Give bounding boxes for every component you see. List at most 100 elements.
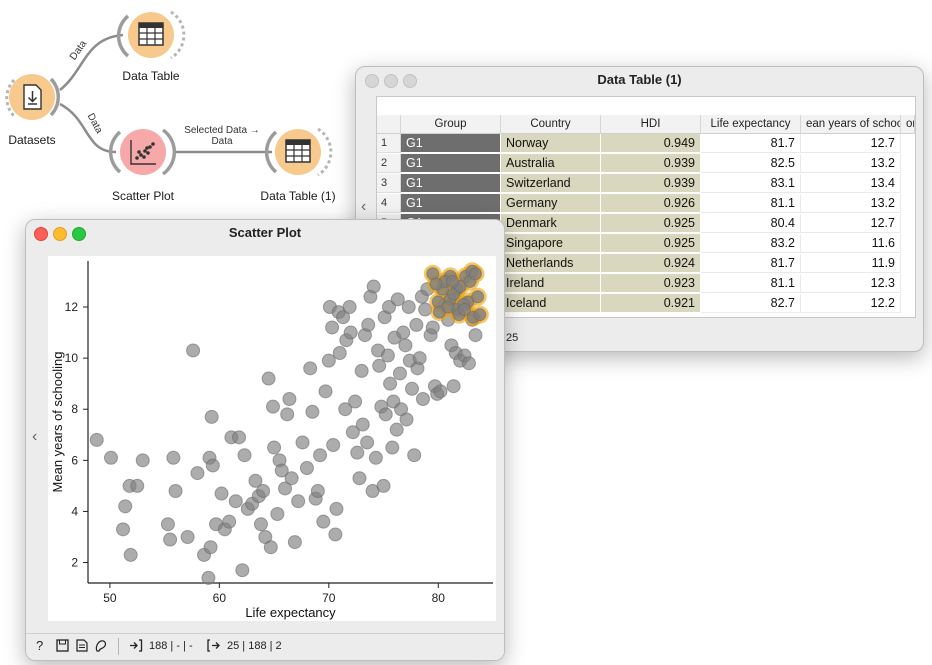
datasets-label[interactable]: Datasets [8,133,56,147]
data-point [316,514,331,529]
data-point [261,371,276,386]
data-point [291,494,306,509]
divider [118,638,119,655]
minimize-icon[interactable] [384,74,398,88]
data-point [412,351,427,366]
table-cell-hdi: 0.925 [601,214,701,233]
row-number[interactable]: 4 [377,194,401,213]
data-point [267,440,282,455]
data-table-view[interactable]: Group Country HDI Life expectancy ean years … [376,96,916,318]
zoom-icon[interactable] [72,227,86,241]
help-icon[interactable]: ? [36,638,44,653]
y-tick-label: 6 [71,453,78,467]
data-table-label[interactable]: Data Table [122,69,180,83]
scatter-plot-window[interactable]: Scatter Plot ‹ 50 60 70 80 2 4 6 8 10 12 Life expe… [25,219,505,661]
y-tick-label: 12 [65,300,79,314]
data-point [235,563,250,578]
table-cell-life: 80.4 [701,214,801,233]
selected-point [441,300,455,314]
data-point [468,328,483,343]
table-cell-life: 83.2 [701,234,801,253]
data-point [332,346,347,360]
table-cell-country: Iceland [501,294,601,313]
scatter-chart[interactable]: 50 60 70 80 2 4 6 8 10 12 Life expectancy Mean year… [48,256,496,621]
table-cell-group: G1 [401,174,501,193]
data-point [350,445,365,460]
data-point [385,440,400,455]
y-tick-label: 4 [71,504,78,518]
y-tick-label: 10 [65,351,79,365]
column-header[interactable]: Group [401,115,501,134]
data-point [116,522,131,537]
data-point [355,417,370,432]
output-summary: 25 | 188 | 2 [227,640,282,652]
table-cell-school: 12.2 [801,294,901,313]
column-header[interactable]: Country [501,115,601,134]
x-tick-label: 60 [213,591,227,605]
scatter-plot-label[interactable]: Scatter Plot [111,189,175,203]
table-cell-group: G1 [401,154,501,173]
chevron-left-icon[interactable]: ‹ [361,198,367,215]
row-number[interactable]: 3 [377,174,401,193]
close-icon[interactable] [365,74,379,88]
data-point [228,494,243,509]
visual-settings-icon[interactable] [94,639,108,653]
column-header[interactable]: ean years of schoo [801,115,901,134]
column-header[interactable]: Life expectancy [701,115,801,134]
x-tick-label: 70 [322,591,336,605]
chevron-left-icon[interactable]: ‹ [32,428,38,445]
output-icon [207,639,220,652]
column-header[interactable]: or [901,115,915,134]
data-point [433,384,448,399]
data-point [366,279,381,294]
table-cell-hdi: 0.939 [601,174,701,193]
column-header[interactable]: HDI [601,115,701,134]
selected-point [468,267,482,281]
row-number[interactable]: 2 [377,154,401,173]
save-icon[interactable] [56,639,69,652]
data-point [280,407,295,422]
link-label-selected-data: Selected Data → Data [184,125,260,147]
scatter-icon [130,140,156,165]
row-number[interactable]: 1 [377,134,401,153]
close-icon[interactable] [34,227,48,241]
table-cell-country: Australia [501,154,601,173]
zoom-icon[interactable] [403,74,417,88]
data-point [372,358,387,373]
plot-area[interactable]: 50 60 70 80 2 4 6 8 10 12 Life expectancy Mean year… [48,256,496,621]
data-point [310,484,325,498]
data-point [398,338,413,353]
data-table-1-label[interactable]: Data Table (1) [260,189,336,203]
data-point [163,532,178,547]
data-point [299,461,314,475]
data-point [425,320,440,335]
header-corner[interactable] [377,115,401,134]
table-cell-school: 12.7 [801,214,901,233]
table-cell-school: 13.2 [801,154,901,173]
table-cell-hdi: 0.926 [601,194,701,213]
data-point [103,450,118,465]
minimize-icon[interactable] [53,227,67,241]
data-point [343,325,358,340]
table-cell-group: G1 [401,194,501,213]
data-point [265,399,280,414]
report-icon[interactable] [76,639,88,652]
selected-point [473,308,487,322]
table-icon [285,139,311,163]
x-tick-label: 80 [432,591,446,605]
table-cell-hdi: 0.925 [601,234,701,253]
table-cell-life: 82.7 [701,294,801,313]
data-point [378,407,393,422]
table-cell-school: 11.6 [801,234,901,253]
data-point [328,527,343,542]
table-cell-country: Switzerland [501,174,601,193]
data-point [389,422,404,437]
data-point [204,409,219,424]
data-point [383,376,398,391]
table-cell-school: 13.2 [801,194,901,213]
table-cell-country: Denmark [501,214,601,233]
data-point [278,481,293,496]
data-table-window[interactable]: Data Table (1) Group Country HDI Life expec… [355,66,924,352]
